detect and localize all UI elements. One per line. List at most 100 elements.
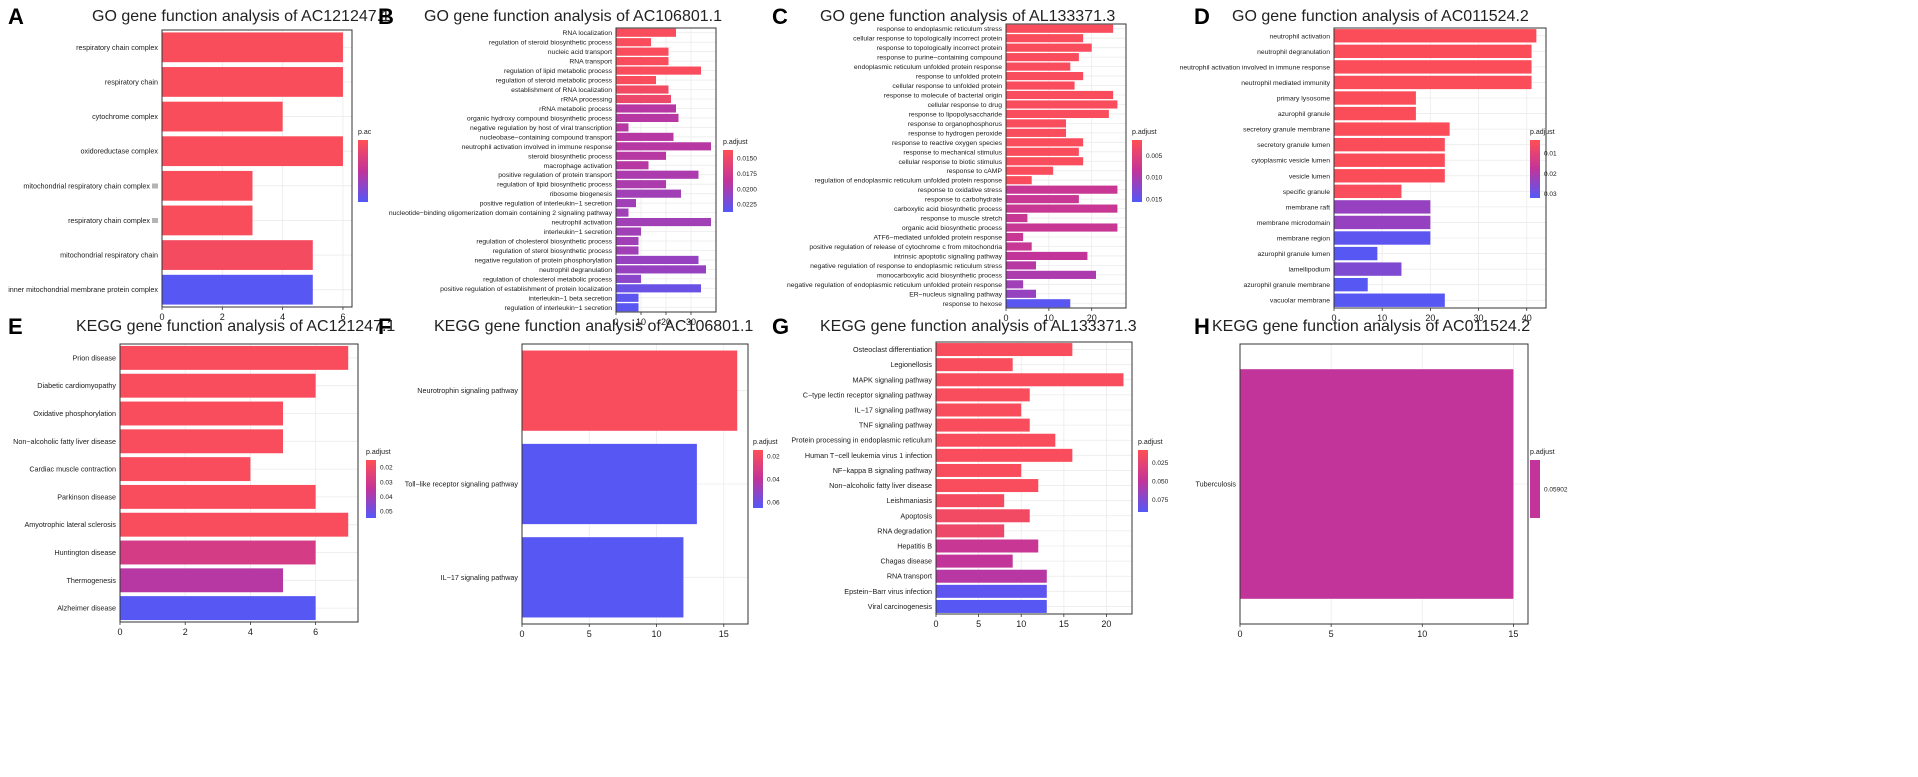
category-label: nucleic acid transport [548, 49, 612, 56]
category-label: response to cAMP [946, 168, 1002, 175]
bar [616, 132, 674, 141]
category-label: rRNA metabolic process [539, 106, 613, 113]
category-label: respiratory chain [105, 77, 158, 86]
bar [616, 227, 641, 236]
bar [1334, 169, 1445, 183]
bar [120, 373, 316, 398]
category-label: regulation of interleukin−1 secretion [505, 305, 613, 312]
legend-tick-label: 0.025 [1152, 460, 1169, 467]
x-tick-label: 0 [159, 312, 164, 322]
category-label: Viral carcinogenesis [868, 602, 933, 611]
bar [616, 28, 676, 37]
bar [1006, 176, 1032, 185]
bar [936, 479, 1039, 493]
category-label: Alzheimer disease [57, 604, 116, 613]
bar [162, 136, 343, 167]
bar [1006, 90, 1114, 100]
category-label: Cardiac muscle contraction [29, 465, 116, 474]
category-label: RNA transport [887, 572, 932, 581]
category-label: neutrophil activation [1270, 33, 1331, 40]
category-label: secretory granule membrane [1243, 127, 1330, 134]
category-label: vacuolar membrane [1270, 298, 1330, 305]
category-label: ER−nucleus signaling pathway [909, 291, 1002, 298]
category-label: regulation of lipid biosynthetic process [497, 182, 612, 189]
plot-background [936, 342, 1132, 614]
category-label: Thermogenesis [66, 576, 116, 585]
bar [616, 142, 711, 151]
legend-colorbar [358, 140, 368, 202]
x-tick-label: 6 [313, 627, 318, 637]
x-tick-label: 0 [613, 317, 618, 327]
category-label: cellular response to topologically incor… [853, 36, 1002, 43]
category-label: monocarboxylic acid biosynthetic process [877, 272, 1003, 279]
x-tick-label: 2 [183, 627, 188, 637]
category-label: Human T−cell leukemia virus 1 infection [805, 451, 932, 460]
category-label: regulation of lipid metabolic process [504, 68, 613, 75]
bar [1006, 119, 1066, 128]
bar [616, 123, 629, 132]
bar [616, 85, 669, 94]
legend-colorbar [1138, 450, 1148, 512]
category-label: RNA degradation [877, 526, 932, 535]
bar [1006, 299, 1071, 308]
x-tick-label: 10 [652, 629, 662, 639]
x-tick-label: 0 [519, 629, 524, 639]
category-label: inner mitochondrial membrane protein com… [8, 285, 158, 294]
chart-title: KEGG gene function analysis of AC011524.… [1212, 318, 1531, 335]
bar [936, 509, 1030, 523]
chart-title: KEGG gene function analysis of AC121247.… [76, 318, 396, 335]
category-label: Epstein−Barr virus infection [844, 587, 932, 596]
category-label: membrane region [1277, 236, 1330, 243]
bar [616, 303, 639, 312]
panel-letter: C [772, 4, 788, 29]
x-tick-label: 20 [1101, 619, 1111, 629]
category-label: negative regulation by host of viral tra… [470, 125, 612, 132]
bar [1006, 34, 1084, 43]
bar [1334, 44, 1532, 59]
bar [616, 38, 651, 47]
legend-tick-label: 0.05 [380, 509, 393, 516]
category-label: Apoptosis [900, 511, 932, 520]
panel-a: A GO gene function analysis of AC121247.… [0, 0, 480, 322]
bar [1006, 261, 1036, 270]
category-label: cellular response to drug [928, 102, 1003, 109]
x-tick-label: 2 [220, 312, 225, 322]
plot-frame [1333, 27, 1547, 309]
category-label: neutrophil activation involved in immune… [1180, 64, 1331, 71]
legend-title: p.adjust [1530, 129, 1555, 136]
bar-chart: response to endoplasmic reticulum stress… [787, 23, 1163, 323]
category-label: vesicle lumen [1289, 173, 1330, 180]
bar [120, 401, 284, 426]
legend-tick-label: 0.050 [1152, 479, 1169, 486]
category-label: secretory granule lumen [1257, 142, 1330, 149]
category-label: Parkinson disease [57, 492, 116, 501]
x-tick-label: 0 [933, 619, 938, 629]
x-tick-label: 15 [1059, 619, 1069, 629]
bar [1240, 369, 1514, 599]
category-label: negative regulation of protein phosphory… [474, 257, 612, 264]
x-tick-label: 0 [1003, 313, 1008, 323]
chart-title: GO gene function analysis of AL133371.3 [820, 8, 1116, 25]
category-label: regulation of endoplasmic reticulum unfo… [815, 178, 1003, 185]
legend-tick-label: 0.005 [1146, 153, 1163, 160]
legend-title: p.ac [358, 129, 372, 136]
legend-tick-label: 0.03 [1544, 191, 1557, 198]
category-label: neutrophil degranulation [1257, 49, 1330, 56]
category-label: nucleobase−containing compound transport [480, 134, 612, 141]
bar [1006, 100, 1118, 109]
bar [1006, 289, 1036, 298]
bar [1334, 200, 1431, 214]
category-label: rRNA processing [561, 97, 612, 104]
legend-tick-label: 0.0200 [737, 187, 757, 194]
category-label: NF−kappa B signaling pathway [833, 466, 933, 475]
category-label: Tuberculosis [1196, 480, 1237, 489]
bar [616, 66, 701, 75]
bar [616, 293, 639, 302]
category-label: response to oxidative stress [918, 187, 1003, 194]
bar [1334, 137, 1445, 152]
x-tick-label: 20 [1425, 313, 1435, 323]
bar [936, 388, 1030, 402]
category-label: interleukin−1 beta secretion [529, 295, 613, 302]
legend-tick-label: 0.0225 [737, 201, 757, 208]
category-label: response to purine−containing compound [877, 55, 1002, 62]
